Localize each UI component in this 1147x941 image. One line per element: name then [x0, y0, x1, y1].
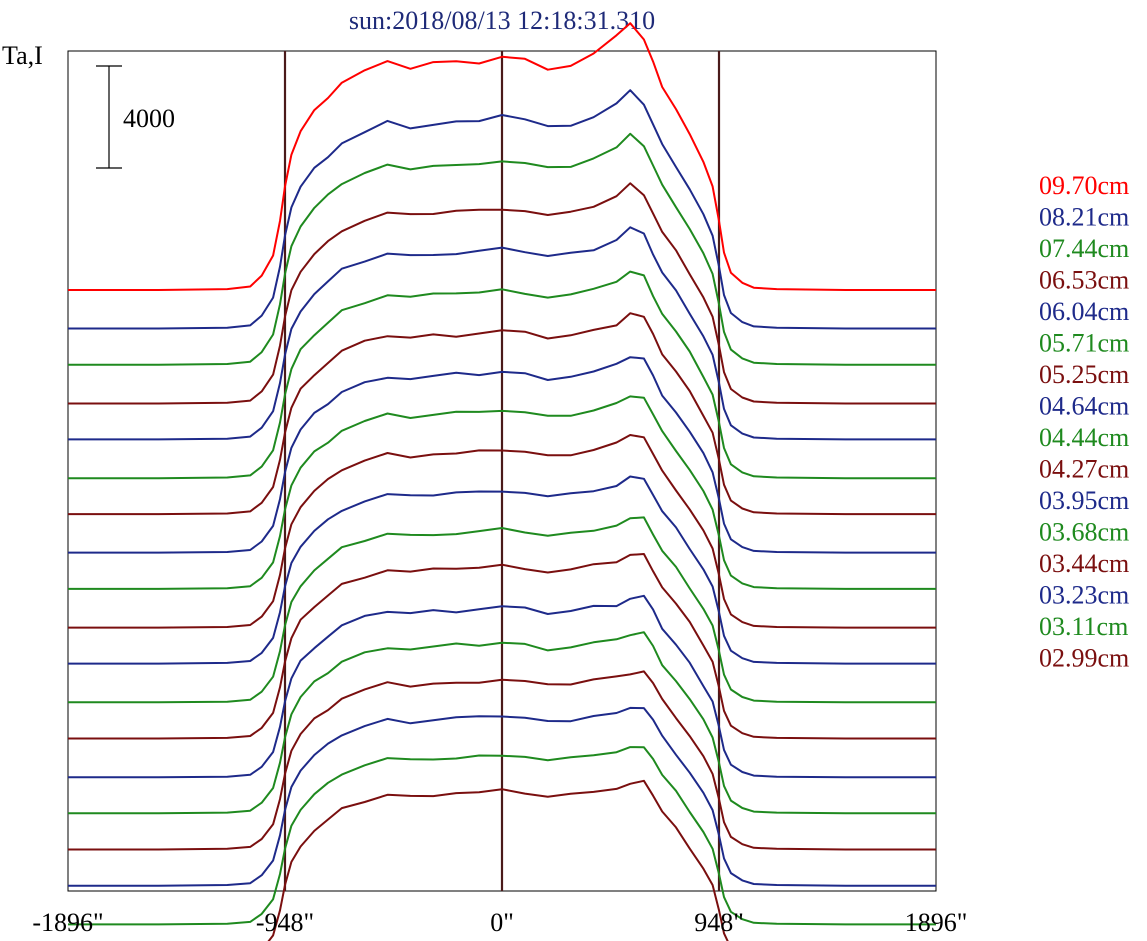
- scale-bar-label: 4000: [123, 104, 175, 133]
- x-tick-label: -1896": [32, 908, 103, 937]
- y-axis-label: Ta,I: [2, 41, 43, 70]
- series-line-3: [68, 182, 936, 405]
- series-line-11: [68, 516, 936, 704]
- x-tick-label: 1896": [905, 908, 968, 937]
- x-tick-label: -948": [256, 908, 314, 937]
- series-line-17: [68, 746, 936, 926]
- series-line-0: [68, 22, 936, 291]
- chart-title: sun:2018/08/13 12:18:31.310: [349, 6, 655, 35]
- legend-entry: 06.04cm: [1039, 297, 1129, 326]
- series-line-9: [68, 434, 936, 629]
- scale-bar: 4000: [96, 65, 175, 169]
- series-line-12: [68, 553, 936, 740]
- series-line-1: [68, 89, 936, 330]
- series-line-16: [68, 706, 936, 887]
- legend-entry: 05.25cm: [1039, 360, 1129, 389]
- series-line-14: [68, 631, 936, 815]
- legend-entry: 03.44cm: [1039, 549, 1129, 578]
- series-line-5: [68, 270, 936, 480]
- series-line-10: [68, 475, 936, 665]
- legend-entry: 06.53cm: [1039, 266, 1129, 295]
- legend-entry: 03.95cm: [1039, 486, 1129, 515]
- legend-entry: 05.71cm: [1039, 329, 1129, 358]
- series-line-8: [68, 395, 936, 590]
- legend-entry: 02.99cm: [1039, 644, 1129, 673]
- legend-entry: 04.44cm: [1039, 423, 1129, 452]
- series-line-7: [68, 356, 936, 554]
- legend-entry: 09.70cm: [1039, 171, 1129, 200]
- legend-entry: 04.27cm: [1039, 455, 1129, 484]
- series-line-15: [68, 670, 936, 851]
- legend-entry: 03.68cm: [1039, 518, 1129, 547]
- x-tick-label: 0": [490, 908, 514, 937]
- series-line-6: [68, 312, 936, 516]
- series-lines: [68, 22, 936, 941]
- legend-entry: 03.11cm: [1039, 612, 1128, 641]
- legend-entry: 03.23cm: [1039, 581, 1129, 610]
- series-line-18: [267, 779, 729, 941]
- legend-entry: 07.44cm: [1039, 234, 1129, 263]
- x-axis-ticks: -1896" -948" 0" 948" 1896": [32, 908, 967, 937]
- vertical-reference-lines: [283, 51, 721, 891]
- x-tick-label: 948": [694, 908, 744, 937]
- legend-entry: 08.21cm: [1039, 203, 1129, 232]
- series-line-13: [68, 594, 936, 779]
- legend-entry: 04.64cm: [1039, 392, 1129, 421]
- series-line-4: [68, 226, 936, 441]
- series-line-2: [68, 132, 936, 366]
